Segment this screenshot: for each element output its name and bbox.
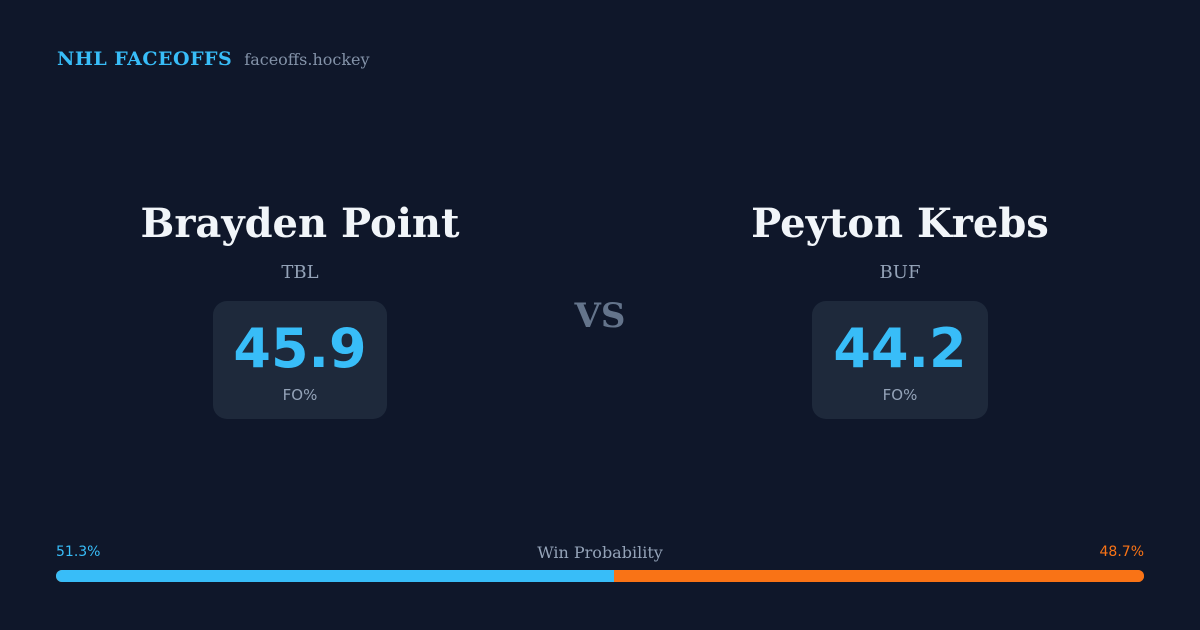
player-left-name: Brayden Point xyxy=(140,200,460,247)
player-right-fo-label: FO% xyxy=(882,386,918,404)
win-probability-bar-right xyxy=(614,570,1144,582)
site-url: faceoffs.hockey xyxy=(244,50,370,69)
win-probability-right: 48.7% xyxy=(1099,544,1144,560)
player-left: Brayden Point TBL 45.9 FO% xyxy=(90,200,510,419)
win-probability-left: 51.3% xyxy=(56,544,101,560)
header: NHL FACEOFFS faceoffs.hockey xyxy=(57,48,370,70)
player-left-fo-label: FO% xyxy=(282,386,318,404)
win-probability-labels: 51.3% Win Probability 48.7% xyxy=(56,543,1144,564)
player-right-stat-card: 44.2 FO% xyxy=(812,301,988,419)
player-right-team: BUF xyxy=(879,262,921,283)
vs-label: VS xyxy=(574,296,626,336)
win-probability-bar-left xyxy=(56,570,615,582)
player-left-fo-value: 45.9 xyxy=(233,317,367,380)
player-right-name: Peyton Krebs xyxy=(751,200,1049,247)
win-probability-title: Win Probability xyxy=(537,543,663,562)
player-right-fo-value: 44.2 xyxy=(833,317,967,380)
player-right: Peyton Krebs BUF 44.2 FO% xyxy=(690,200,1110,419)
win-probability-bar xyxy=(56,570,1144,582)
brand-title: NHL FACEOFFS xyxy=(57,48,233,70)
player-left-stat-card: 45.9 FO% xyxy=(213,301,387,419)
player-left-team: TBL xyxy=(281,262,319,283)
